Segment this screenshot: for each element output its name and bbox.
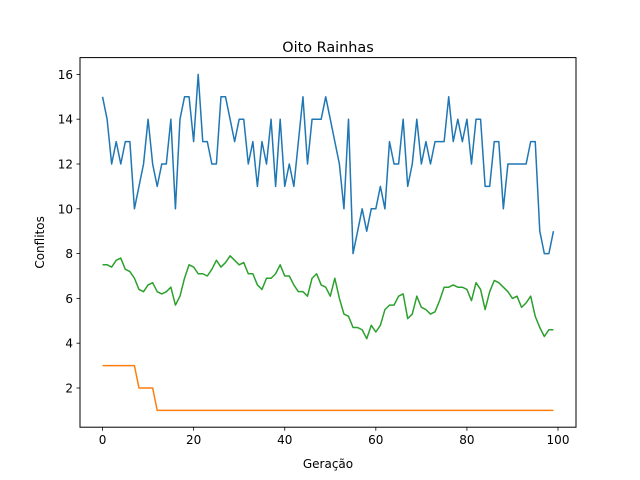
plot-frame bbox=[79, 57, 577, 428]
x-tick-label: 60 bbox=[368, 433, 383, 447]
y-tick-label: 16 bbox=[58, 68, 73, 82]
plot-lines bbox=[101, 73, 555, 412]
series-line-1 bbox=[101, 73, 555, 255]
y-tick-label: 2 bbox=[65, 382, 73, 396]
y-tick-label: 6 bbox=[65, 292, 73, 306]
x-axis-label: Geração bbox=[303, 457, 353, 471]
x-axis: 0 20 40 60 80 100 bbox=[99, 427, 570, 447]
x-tick-label: 80 bbox=[459, 433, 474, 447]
x-tick-label: 0 bbox=[99, 433, 107, 447]
x-tick-label: 40 bbox=[277, 433, 292, 447]
x-tick-label: 20 bbox=[186, 433, 201, 447]
chart-title: Oito Rainhas bbox=[282, 40, 373, 56]
y-tick-label: 14 bbox=[58, 113, 73, 127]
y-tick-label: 10 bbox=[58, 202, 73, 216]
series-line-2 bbox=[102, 364, 554, 412]
y-tick-label: 4 bbox=[65, 337, 73, 351]
y-axis-label: Conflitos bbox=[33, 216, 47, 269]
y-tick-label: 8 bbox=[65, 247, 73, 261]
series-line-3 bbox=[102, 255, 554, 340]
y-tick-label: 12 bbox=[58, 158, 73, 172]
x-tick-label: 100 bbox=[547, 433, 570, 447]
y-axis: 2 4 6 8 10 12 14 16 bbox=[58, 68, 80, 396]
